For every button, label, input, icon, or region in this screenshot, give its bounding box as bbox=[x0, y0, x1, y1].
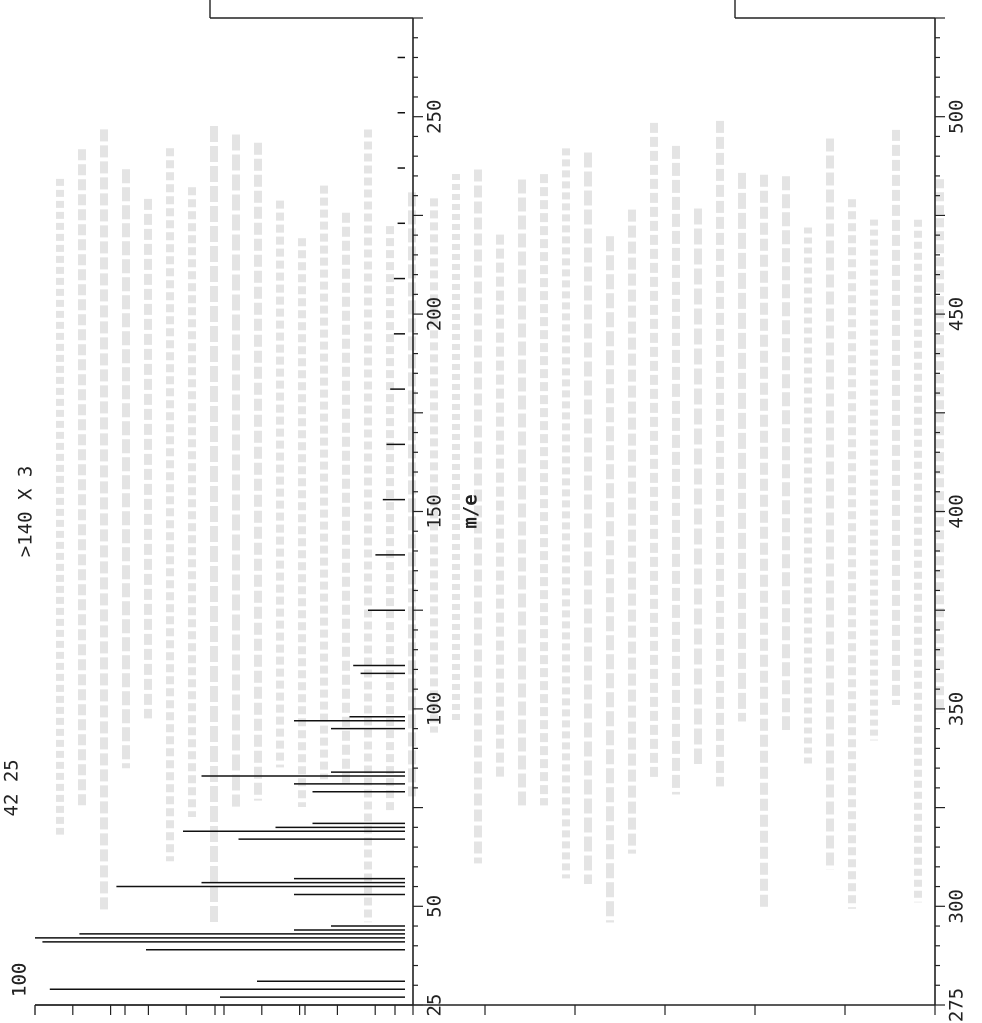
me-tick-label: 275 bbox=[946, 988, 968, 1022]
intensity-tick-label: 100 bbox=[9, 963, 31, 997]
intensity-tick-label: 100 bbox=[9, 963, 31, 997]
me-tick-label: 450 bbox=[946, 297, 968, 331]
me-tick-label: 200 bbox=[424, 297, 446, 331]
me-axis-title: m/e bbox=[460, 494, 482, 528]
me-tick-label: 50 bbox=[424, 895, 446, 918]
me-tick-label: 500 bbox=[946, 100, 968, 134]
header-annotation: 42 25 bbox=[1, 759, 23, 816]
me-tick-label: 250 bbox=[424, 100, 446, 134]
me-tick-label: 100 bbox=[424, 692, 446, 726]
me-tick-label: 300 bbox=[946, 889, 968, 923]
me-tick-label: 400 bbox=[946, 494, 968, 528]
scale-annotation: >140 X 3 bbox=[15, 466, 37, 558]
me-tick-label: 350 bbox=[946, 692, 968, 726]
me-tick-label: 150 bbox=[424, 494, 446, 528]
